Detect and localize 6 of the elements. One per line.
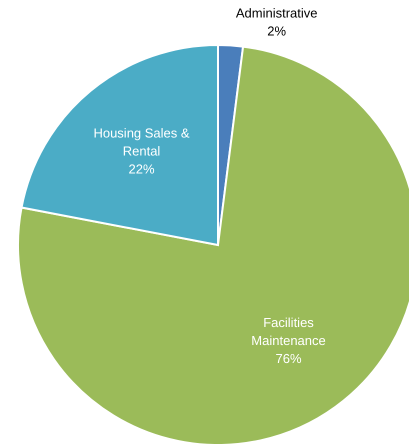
data-label: 2% [267, 24, 287, 39]
slice-label: Housing Sales & Rental [93, 126, 190, 159]
data-label: 22% [128, 162, 155, 177]
slice-label: Facilities Maintenance [251, 316, 326, 349]
data-label: 76% [276, 352, 302, 367]
slice-label: Administrative [236, 6, 318, 21]
